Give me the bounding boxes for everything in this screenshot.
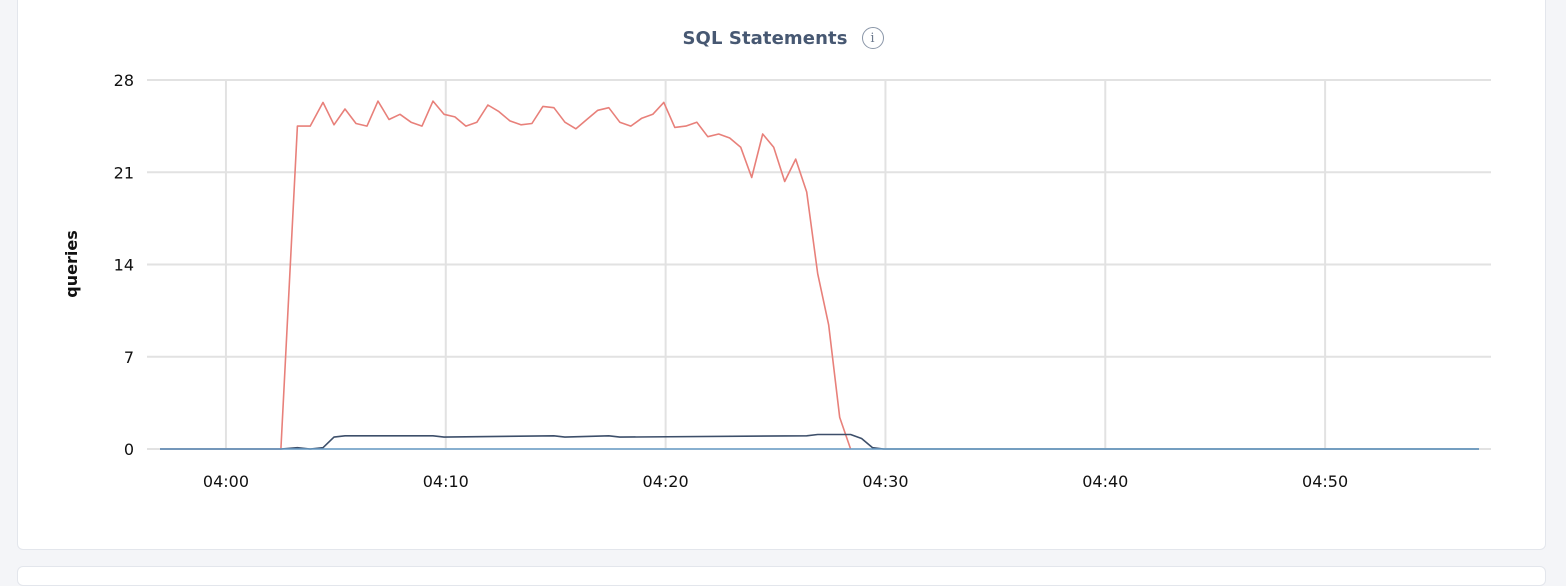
x-tick-label: 04:00 [203, 472, 249, 491]
info-icon[interactable]: i [861, 27, 884, 49]
x-tick-label: 04:40 [1082, 472, 1128, 491]
x-tick-label: 04:50 [1302, 472, 1348, 491]
y-tick-label: 28 [114, 71, 134, 90]
y-tick-label: 0 [124, 440, 134, 459]
y-axis-title: queries [62, 230, 81, 297]
chart-panel [17, 0, 1546, 550]
x-tick-label: 04:10 [423, 472, 469, 491]
panel-title: SQL Statements [682, 27, 848, 49]
sql-statements-chart: 0 7 14 21 28 04:00 04:10 04:20 04:30 04:40 04:50 qu… [62, 71, 1491, 491]
y-tick-label: 14 [114, 256, 134, 275]
label-layer: 0 7 14 21 28 04:00 04:10 04:20 04:30 04:40 04:50 qu… [62, 71, 1348, 491]
x-tick-label: 04:30 [862, 472, 908, 491]
x-tick-label: 04:20 [643, 472, 689, 491]
series-line-0 [160, 100, 852, 450]
grid-layer [147, 79, 1491, 450]
series-layer [160, 100, 1479, 450]
y-tick-label: 21 [114, 163, 134, 182]
y-tick-label: 7 [124, 348, 134, 367]
series-line-1 [160, 433, 1479, 450]
panel-header: SQL Statements i [0, 24, 1566, 52]
